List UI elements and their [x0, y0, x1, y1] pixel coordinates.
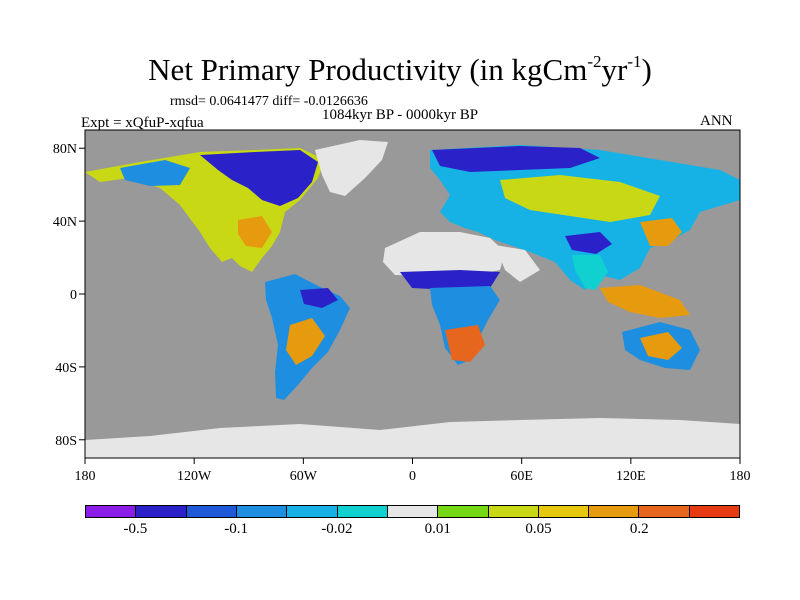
maritime-asia — [600, 285, 690, 318]
colorbar — [85, 505, 740, 518]
southern-africa-increase — [445, 325, 485, 362]
colorbar-segment — [287, 506, 338, 517]
sahara-neutral — [383, 232, 505, 276]
lon-tick-label: 180 — [75, 469, 96, 484]
colorbar-label: 0.01 — [424, 521, 451, 537]
lat-tick-label: 80S — [55, 434, 77, 449]
lat-tick-label: 40N — [53, 215, 77, 230]
axis-ticks: 80N 40N 0 40S 80S 180 120W 60W 0 60E 120E 180 — [53, 142, 751, 484]
lat-tick-label: 40S — [55, 361, 77, 376]
colorbar-segment — [438, 506, 489, 517]
lat-tick-label: 80N — [53, 142, 77, 157]
colorbar-segment — [136, 506, 187, 517]
colorbar-label: 0.05 — [525, 521, 552, 537]
colorbar-segment — [236, 506, 288, 517]
alaska-decline — [120, 160, 190, 186]
south-america-increase — [286, 318, 325, 365]
colorbar-label: -0.5 — [123, 521, 148, 537]
colorbar-segment — [186, 506, 237, 517]
colorbar-segment — [488, 506, 539, 517]
map-title: Net Primary Productivity (in kgCm-2yr-1) — [148, 52, 652, 87]
eastern-us-increase — [238, 216, 272, 248]
greenland-ice — [315, 140, 388, 196]
lon-tick-label: 120E — [616, 469, 646, 484]
lon-tick-label: 120W — [177, 469, 212, 484]
lon-tick-label: 0 — [409, 469, 416, 484]
sahel-decline — [400, 270, 500, 290]
amazon-decline — [300, 288, 338, 308]
experiment-label: Expt = xQfuP-xqfua — [81, 115, 204, 131]
east-asia-increase — [640, 218, 682, 246]
north-america-decline — [200, 150, 318, 206]
colorbar-segment — [589, 506, 640, 517]
colorbar-segment — [538, 506, 590, 517]
antarctica-ice — [85, 418, 740, 458]
season-label: ANN — [700, 113, 733, 129]
lat-tick-label: 0 — [70, 288, 77, 303]
colorbar-segment — [86, 506, 137, 517]
colorbar-segment — [337, 506, 388, 517]
colorbar-segment — [639, 506, 690, 517]
siberia-decline — [432, 146, 600, 172]
colorbar-segment — [689, 506, 740, 517]
australia-increase — [640, 332, 682, 360]
lon-tick-label: 60E — [510, 469, 533, 484]
lon-tick-label: 180 — [730, 469, 751, 484]
map-field — [85, 140, 740, 458]
india-landmass — [572, 255, 608, 290]
central-asia-increase — [500, 175, 660, 222]
lon-tick-label: 60W — [290, 469, 318, 484]
colorbar-label: -0.02 — [321, 521, 353, 537]
colorbar-segment — [387, 506, 439, 517]
central-africa — [430, 286, 500, 365]
colorbar-label: 0.2 — [629, 521, 649, 537]
stats-label: rmsd= 0.0641477 diff= -0.0126636 — [170, 94, 368, 109]
period-label: 1084kyr BP - 0000kyr BP — [322, 107, 479, 123]
himalaya-decline — [565, 232, 612, 254]
arabia-neutral — [495, 245, 540, 282]
colorbar-label: -0.1 — [224, 521, 249, 537]
